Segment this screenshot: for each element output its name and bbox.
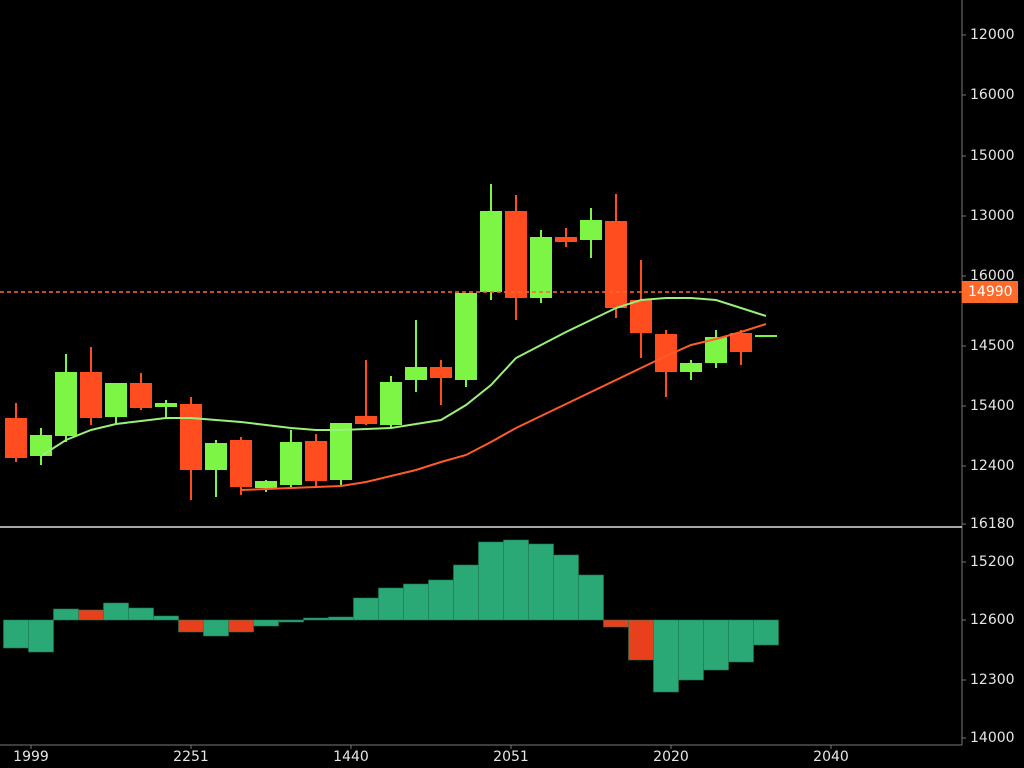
y-tick-label: 12600 xyxy=(970,612,1015,628)
candle-body xyxy=(405,367,427,380)
y-tick-label: 15000 xyxy=(970,148,1015,164)
candle-body xyxy=(330,423,352,480)
y-tick-label: 14000 xyxy=(970,730,1015,746)
candle-body xyxy=(80,372,102,418)
histogram-bar xyxy=(728,619,754,663)
histogram-bar xyxy=(603,619,629,628)
histogram-bar xyxy=(453,564,479,621)
x-tick-label: 2251 xyxy=(173,749,209,765)
histogram-bar xyxy=(503,539,529,621)
histogram-bar xyxy=(178,619,204,633)
histogram-bar xyxy=(578,574,604,621)
candle-body xyxy=(680,363,702,372)
histogram-bar xyxy=(428,579,454,621)
candle-body xyxy=(630,300,652,333)
candle-body xyxy=(105,383,127,417)
y-tick-label: 16180 xyxy=(970,516,1015,532)
candle-body xyxy=(205,443,227,470)
y-tick-label: 12400 xyxy=(970,458,1015,474)
y-tick-label: 13000 xyxy=(970,208,1015,224)
candle-body xyxy=(480,211,502,292)
candle-body xyxy=(355,416,377,424)
histogram-bar xyxy=(103,602,129,621)
candle-body xyxy=(55,372,77,436)
y-tick-label: 15200 xyxy=(970,554,1015,570)
x-tick-label: 1999 xyxy=(13,749,49,765)
candle-body xyxy=(555,237,577,242)
candle-body xyxy=(605,221,627,308)
candle-body xyxy=(305,441,327,481)
histogram-bar xyxy=(203,619,229,637)
candle-body xyxy=(430,367,452,378)
histogram-bar xyxy=(278,619,304,623)
candle-body xyxy=(530,237,552,298)
y-tick-label: 16000 xyxy=(970,87,1015,103)
price-label: 14990 xyxy=(968,284,1013,300)
candle-body xyxy=(380,382,402,425)
histogram-bar xyxy=(303,617,329,621)
candle-body xyxy=(655,334,677,372)
histogram-bar xyxy=(553,554,579,621)
histogram-bar xyxy=(703,619,729,671)
y-tick-label: 12300 xyxy=(970,672,1015,688)
candle-body xyxy=(730,333,752,352)
histogram-bar xyxy=(653,619,679,693)
candle-body xyxy=(5,418,27,458)
y-tick-label: 15400 xyxy=(970,398,1015,414)
y-tick-label: 16000 xyxy=(970,268,1015,284)
candle-body xyxy=(455,293,477,380)
candle-body xyxy=(155,403,177,407)
histogram-bar xyxy=(228,619,254,633)
moving-average-line xyxy=(240,323,767,491)
candle-body xyxy=(230,440,252,487)
candle-body xyxy=(505,211,527,298)
histogram-bar xyxy=(53,608,79,621)
y-tick-label: 12000 xyxy=(970,27,1015,43)
histogram-bar xyxy=(353,597,379,621)
histogram-bar xyxy=(678,619,704,681)
histogram-bar xyxy=(128,607,154,621)
x-tick-label: 2040 xyxy=(813,749,849,765)
histogram-bar xyxy=(403,583,429,621)
moving-average-line xyxy=(40,297,767,457)
histogram-bar xyxy=(78,609,104,621)
candle-body xyxy=(30,435,52,456)
candle-body xyxy=(755,335,777,337)
histogram-bar xyxy=(478,541,504,621)
price-label-box xyxy=(962,281,1018,303)
histogram-bar xyxy=(378,587,404,621)
x-tick-label: 1440 xyxy=(333,749,369,765)
histogram-bar xyxy=(328,616,354,621)
x-tick-label: 2020 xyxy=(653,749,689,765)
candle-body xyxy=(580,220,602,240)
histogram-bar xyxy=(753,619,779,646)
histogram-bar xyxy=(3,619,29,649)
histogram-bar xyxy=(28,619,54,653)
histogram-bar xyxy=(628,619,654,661)
histogram-bar xyxy=(253,619,279,627)
candle-body xyxy=(705,337,727,363)
y-tick-label: 14500 xyxy=(970,338,1015,354)
candle-body xyxy=(255,481,277,488)
histogram-bar xyxy=(153,615,179,621)
candle-body xyxy=(180,404,202,470)
candle-body xyxy=(130,383,152,408)
histogram-bar xyxy=(528,543,554,621)
candle-body xyxy=(280,442,302,485)
x-tick-label: 2051 xyxy=(493,749,529,765)
